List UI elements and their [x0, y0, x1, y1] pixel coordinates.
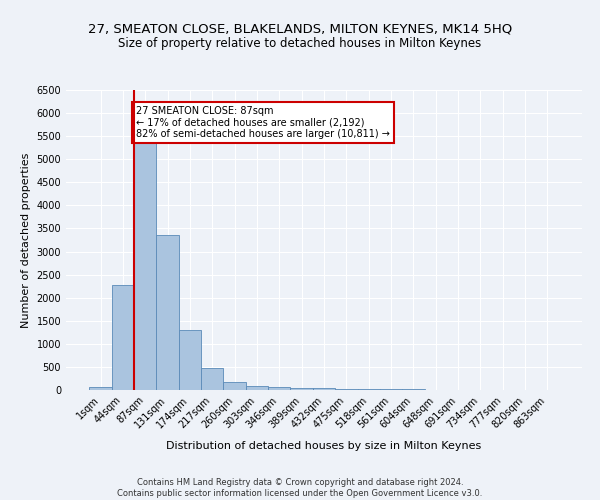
Bar — [179, 330, 201, 390]
Bar — [246, 386, 268, 390]
Bar — [290, 388, 313, 390]
Bar — [313, 388, 335, 390]
Bar — [157, 235, 179, 390]
Bar — [134, 140, 157, 390]
Text: Contains HM Land Registry data © Crown copyright and database right 2024.
Contai: Contains HM Land Registry data © Crown c… — [118, 478, 482, 498]
Bar — [89, 386, 112, 390]
Y-axis label: Number of detached properties: Number of detached properties — [21, 152, 31, 328]
Bar — [380, 389, 402, 390]
Bar — [358, 389, 380, 390]
Bar — [268, 388, 290, 390]
Bar — [201, 368, 223, 390]
Bar — [112, 285, 134, 390]
Text: 27 SMEATON CLOSE: 87sqm
← 17% of detached houses are smaller (2,192)
82% of semi: 27 SMEATON CLOSE: 87sqm ← 17% of detache… — [136, 106, 390, 140]
X-axis label: Distribution of detached houses by size in Milton Keynes: Distribution of detached houses by size … — [166, 441, 482, 451]
Text: 27, SMEATON CLOSE, BLAKELANDS, MILTON KEYNES, MK14 5HQ: 27, SMEATON CLOSE, BLAKELANDS, MILTON KE… — [88, 22, 512, 36]
Text: Size of property relative to detached houses in Milton Keynes: Size of property relative to detached ho… — [118, 38, 482, 51]
Bar — [335, 388, 358, 390]
Bar — [223, 382, 246, 390]
